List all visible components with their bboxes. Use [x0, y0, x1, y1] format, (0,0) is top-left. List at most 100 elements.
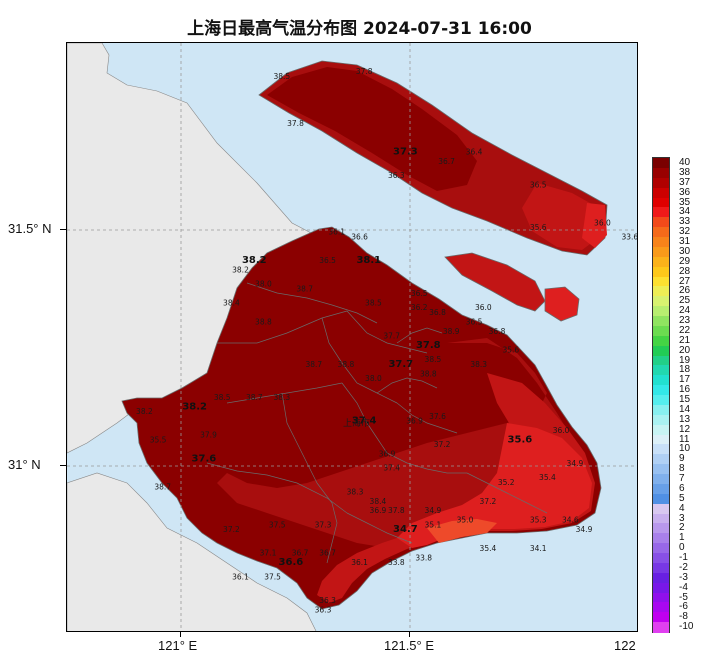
lon-label-122: 122	[614, 638, 636, 653]
temperature-label: 36.0	[553, 426, 570, 435]
temperature-label: 36.5	[411, 289, 428, 298]
color-legend	[652, 157, 670, 633]
temperature-labels: 38.5 37.8 37.8 37.3 36.7 36.4 36.3 36.5 35.6 36.0…	[136, 67, 638, 614]
temperature-label: 38.7	[305, 360, 322, 369]
temperature-label: 37.4	[383, 464, 400, 473]
temperature-label: 38.0	[365, 374, 382, 383]
map-svg[interactable]: 38.5 37.8 37.8 37.3 36.7 36.4 36.3 36.5 35.6 36.0…	[67, 43, 638, 632]
temperature-label: 36.1	[328, 228, 345, 237]
map-frame[interactable]: 38.5 37.8 37.8 37.3 36.7 36.4 36.3 36.5 35.6 36.0…	[66, 42, 638, 632]
temperature-label: 36.3	[388, 171, 405, 180]
legend-label: 27	[679, 275, 691, 287]
legend-swatch	[653, 355, 669, 366]
chongming-hot-zone	[267, 67, 477, 191]
mainland-zone-35	[397, 423, 592, 548]
legend-swatch	[653, 177, 669, 189]
legend-label: 4	[679, 502, 685, 514]
temperature-label: 38.5	[214, 393, 231, 402]
legend-label: 23	[679, 315, 691, 326]
legend-swatch	[653, 533, 669, 544]
legend-swatch	[653, 197, 669, 208]
temperature-label: 37.2	[480, 497, 497, 506]
temperature-label: 38.3	[470, 360, 487, 369]
legend-swatch	[653, 286, 669, 297]
legend-label: 37	[679, 176, 691, 188]
legend-label: 24	[679, 305, 691, 317]
legend-swatch	[653, 296, 669, 307]
temperature-label: 34.6	[562, 516, 579, 525]
legend-swatch	[653, 335, 669, 347]
temperature-label: 38.3	[347, 487, 364, 496]
legend-label: 19	[679, 354, 691, 366]
legend-swatch	[653, 454, 669, 465]
legend-label: 5	[679, 492, 685, 504]
legend-swatch	[653, 227, 669, 238]
temperature-label: 34.9	[576, 525, 593, 534]
temperature-label: 35.2	[498, 478, 515, 487]
temperature-label: 35.4	[539, 473, 556, 482]
legend-label: -3	[679, 571, 688, 583]
temperature-label: 38.8	[255, 317, 272, 326]
temperature-label: 36.8	[489, 327, 506, 336]
legend-label: 8	[679, 463, 685, 475]
temperature-label: 36.3	[315, 605, 332, 614]
temperature-label: 37.4	[352, 416, 377, 427]
legend-label: 0	[679, 542, 685, 554]
temperature-label: 38.5	[273, 72, 290, 81]
temperature-label: 37.7	[388, 359, 413, 370]
temperature-label: 38.7	[296, 284, 313, 293]
temperature-label: 35.3	[530, 516, 547, 525]
legend-swatch	[653, 474, 669, 485]
hengsha-island	[544, 286, 580, 322]
temperature-label: 36.0	[594, 218, 611, 227]
legend-swatch	[653, 375, 669, 386]
lon-tick-121-5	[409, 632, 410, 637]
legend-swatch	[653, 187, 669, 198]
legend-swatch	[653, 365, 669, 376]
temperature-label: 38.7	[154, 483, 171, 492]
temperature-label: 36.3	[319, 596, 336, 605]
temperature-label: 36.1	[351, 558, 368, 567]
district-boundaries	[206, 282, 548, 564]
legend-swatch	[653, 207, 669, 218]
city-label: 上海市	[343, 417, 370, 429]
temperature-label: 38.9	[443, 327, 460, 336]
temperature-label: 37.1	[260, 549, 277, 558]
temperature-label: 33.6	[621, 232, 638, 241]
temperature-label: 38.4	[370, 497, 387, 506]
legend-swatch	[653, 434, 669, 445]
legend-swatch	[653, 612, 669, 623]
lat-label-31: 31° N	[8, 457, 41, 472]
temperature-label: 37.3	[315, 520, 332, 529]
temperature-label: 35.5	[150, 435, 167, 444]
temperature-label: 36.5	[530, 181, 547, 190]
temperature-label: 35.6	[502, 346, 519, 355]
legend-label: -2	[679, 561, 688, 573]
lat-tick-31	[60, 465, 66, 466]
temperature-label: 36.7	[438, 157, 455, 166]
legend-label: 38	[679, 166, 691, 178]
temperature-label: 36.0	[475, 303, 492, 312]
temperature-label: 36.9	[370, 506, 387, 515]
temperature-label: 36.1	[232, 572, 249, 581]
legend-label: 9	[679, 453, 685, 465]
legend-swatch	[653, 266, 669, 277]
legend-swatch	[653, 256, 669, 268]
temperature-label: 36.6	[279, 557, 304, 568]
lat-label-31-5: 31.5° N	[8, 221, 52, 236]
legend-swatch	[653, 464, 669, 475]
temperature-label: 35.0	[457, 516, 474, 525]
legend-swatch	[653, 158, 669, 169]
changxing-island	[444, 252, 546, 312]
legend-swatch	[653, 592, 669, 603]
legend-swatch	[653, 523, 669, 534]
legend-label: 13	[679, 413, 691, 425]
legend-label: -10	[679, 621, 694, 633]
temperature-label: 36.6	[351, 232, 368, 241]
lat-tick-31-5	[60, 229, 66, 230]
temperature-label: 36.7	[292, 549, 309, 558]
legend-swatch	[653, 306, 669, 317]
temperature-label: 37.8	[388, 506, 405, 515]
temperature-label: 34.9	[425, 506, 442, 515]
legend-label: 25	[679, 295, 691, 307]
